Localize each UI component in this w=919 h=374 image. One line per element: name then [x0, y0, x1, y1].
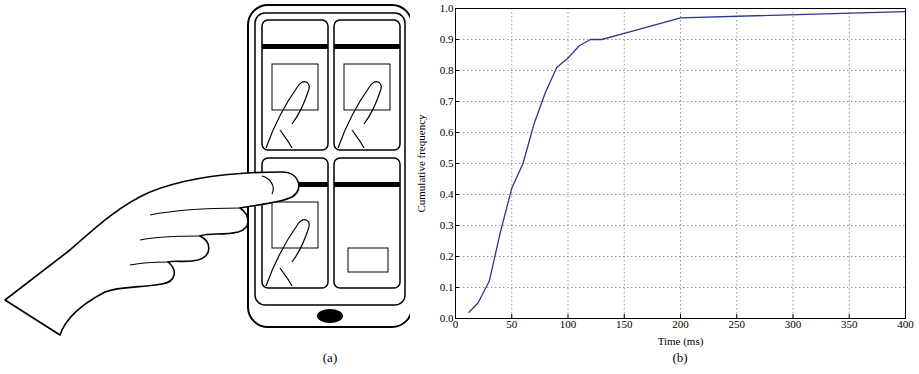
svg-text:Cumulative frequency: Cumulative frequency	[415, 114, 427, 213]
svg-text:0: 0	[453, 318, 459, 330]
svg-text:0.7: 0.7	[440, 95, 454, 107]
svg-text:250: 250	[729, 318, 746, 330]
svg-text:200: 200	[672, 318, 689, 330]
svg-text:1.0: 1.0	[440, 2, 454, 14]
svg-text:0.6: 0.6	[440, 126, 454, 138]
svg-text:100: 100	[560, 318, 577, 330]
svg-text:0.8: 0.8	[440, 64, 454, 76]
svg-text:0.4: 0.4	[440, 188, 454, 200]
html-text:(a): (a)	[322, 350, 338, 365]
html-text:(b): (b)	[672, 350, 688, 365]
svg-text:0.3: 0.3	[440, 219, 454, 231]
svg-text:300: 300	[785, 318, 802, 330]
svg-text:0.9: 0.9	[440, 33, 454, 45]
svg-text:0.0: 0.0	[440, 312, 454, 324]
svg-text:150: 150	[616, 318, 633, 330]
svg-text:Time (ms): Time (ms)	[658, 335, 704, 348]
svg-text:0.2: 0.2	[440, 250, 454, 262]
svg-text:0.5: 0.5	[440, 157, 454, 169]
svg-text:400: 400	[897, 318, 914, 330]
svg-text:50: 50	[506, 318, 518, 330]
svg-text:350: 350	[841, 318, 858, 330]
svg-text:0.1: 0.1	[440, 281, 454, 293]
